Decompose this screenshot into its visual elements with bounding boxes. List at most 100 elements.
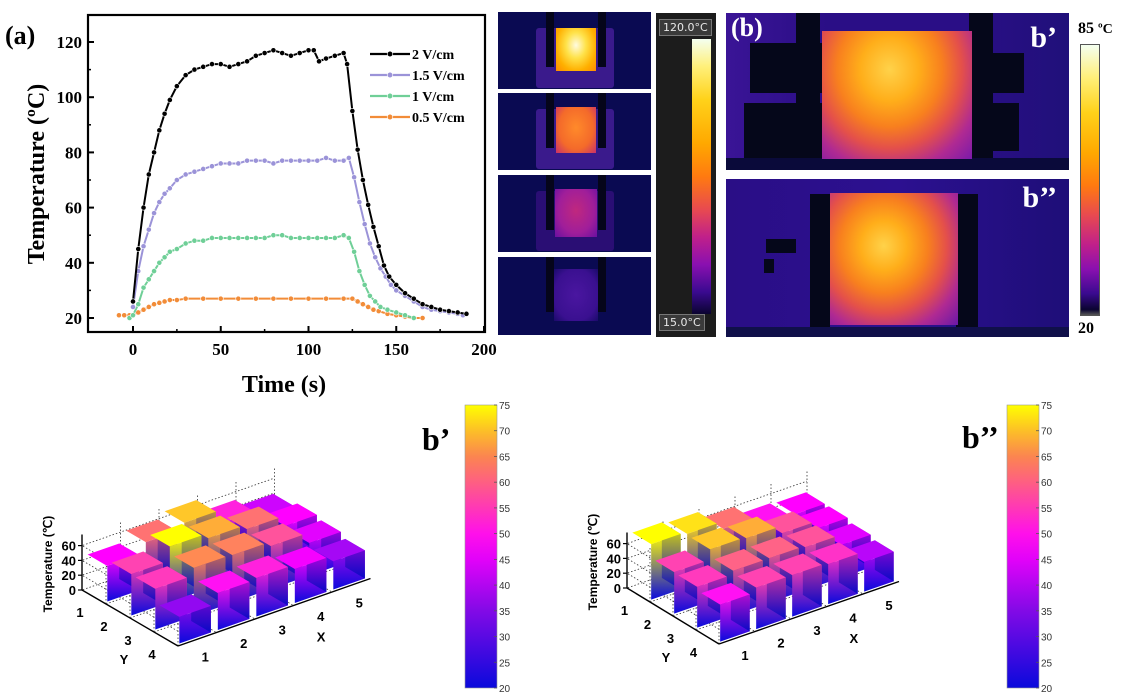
colorbar-tick-label: 45	[1041, 555, 1053, 566]
x-tick-label: 4	[849, 610, 857, 625]
data-point	[288, 52, 294, 59]
data-point	[173, 83, 180, 90]
data-point	[226, 235, 233, 241]
data-point	[135, 309, 142, 316]
colorbar	[1006, 404, 1040, 689]
x-tick-label: 1	[202, 649, 209, 664]
data-point	[235, 61, 242, 67]
data-point	[386, 273, 393, 280]
data-point	[445, 308, 452, 314]
panel-label-b: (b)	[731, 13, 763, 42]
data-point	[361, 281, 368, 288]
colorbar-tick-label: 20	[499, 684, 511, 695]
data-point	[345, 235, 352, 241]
data-point	[345, 155, 352, 161]
x-axis-label: X	[317, 629, 326, 644]
data-point	[235, 295, 242, 302]
data-point	[340, 295, 347, 302]
data-point	[166, 248, 173, 255]
data-point	[151, 301, 157, 308]
data-point	[428, 304, 435, 310]
data-point	[419, 315, 426, 321]
data-point	[367, 293, 373, 299]
data-point	[130, 304, 136, 310]
legend-label: 2 V/cm	[412, 48, 454, 63]
colorbar-tick-label: 70	[499, 427, 511, 438]
data-point	[393, 281, 400, 288]
z-tick-label: 0	[614, 581, 621, 596]
y-axis-label: Temperature (ºC)	[24, 84, 50, 265]
y-tick-label: 1	[621, 603, 628, 618]
data-point	[244, 235, 250, 241]
data-point	[156, 259, 163, 266]
x-tick-label: 100	[296, 340, 322, 359]
data-point	[384, 306, 391, 313]
data-point	[360, 177, 366, 183]
data-point	[156, 199, 163, 205]
bar3d-x4-y4	[809, 542, 858, 605]
z-tick-label: 20	[607, 566, 621, 581]
data-point	[200, 166, 207, 172]
legend-marker	[386, 92, 394, 100]
data-point	[191, 66, 198, 73]
y-axis	[626, 587, 720, 645]
y-tick-label: 60	[65, 199, 82, 218]
data-point	[235, 160, 242, 167]
data-point	[140, 204, 147, 211]
data-point	[235, 235, 242, 241]
colorbar-tick-label: 65	[1041, 452, 1053, 463]
data-point	[135, 246, 142, 252]
y-tick-label: 4	[690, 645, 698, 660]
y-tick-label: 3	[667, 631, 674, 646]
data-point	[310, 47, 317, 54]
series-line-1-V-cm	[128, 234, 415, 319]
data-point	[279, 157, 286, 164]
data-point	[279, 232, 286, 239]
y-tick-label: 120	[57, 33, 83, 52]
bar3d-x2-y4	[198, 570, 250, 631]
y-axis	[81, 589, 179, 647]
data-point	[402, 290, 408, 297]
x-tick-label: 0	[129, 340, 138, 359]
data-point	[370, 224, 377, 230]
colorbar-tick-label: 50	[1041, 530, 1053, 541]
data-point	[209, 163, 215, 170]
data-point	[140, 243, 147, 250]
data-point	[370, 306, 377, 313]
data-point	[323, 55, 329, 62]
data-point	[296, 50, 303, 56]
data-point	[151, 268, 157, 274]
colorbar-tick-label: 30	[1041, 633, 1053, 644]
data-point	[156, 299, 163, 306]
data-point	[121, 312, 128, 319]
data-point	[360, 301, 366, 308]
colorbar-tick-label: 20	[1041, 684, 1053, 695]
data-point	[161, 190, 168, 197]
legend-marker	[386, 50, 394, 58]
data-point	[349, 295, 356, 302]
data-point	[217, 295, 224, 302]
x-tick-label: 1	[741, 648, 748, 663]
data-point	[402, 312, 408, 319]
x-tick-label: 200	[471, 340, 497, 359]
data-point	[314, 235, 321, 241]
z-axis-label: Temperature (℃)	[41, 516, 55, 613]
thermal-strip	[498, 12, 651, 337]
data-point	[161, 298, 168, 305]
data-point	[367, 240, 373, 247]
colorbar-tick-label: 70	[1041, 427, 1053, 438]
thermal-label-b1: b’	[1030, 21, 1057, 54]
data-point	[191, 237, 198, 244]
data-point	[354, 146, 361, 153]
x-axis	[177, 577, 371, 647]
y-tick-label: 4	[148, 647, 156, 662]
data-point	[356, 268, 363, 274]
data-point	[305, 295, 312, 302]
colorbar-tick-label: 60	[499, 478, 511, 489]
camera-colorbar-min: 15.0°C	[659, 314, 705, 331]
data-point	[130, 298, 136, 305]
colorbar-tick-label: 25	[1041, 658, 1053, 669]
data-point	[200, 295, 207, 302]
x-axis-label: X	[849, 631, 858, 646]
data-point	[226, 63, 233, 70]
